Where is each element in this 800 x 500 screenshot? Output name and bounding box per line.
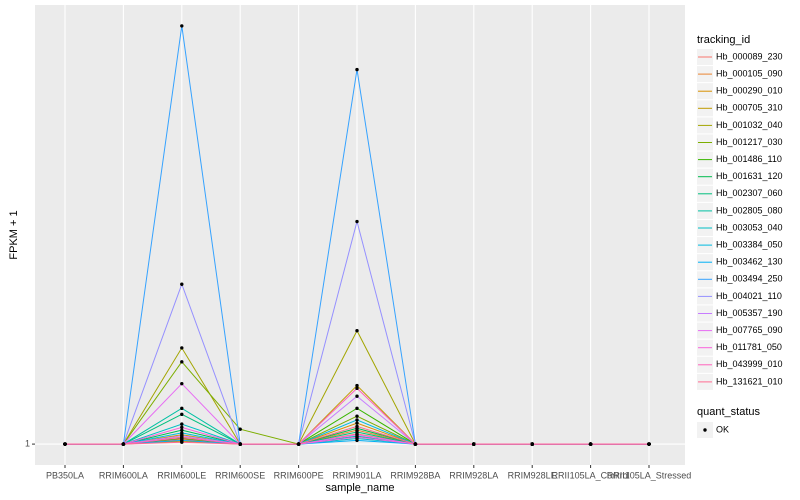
point	[355, 383, 359, 388]
legend-label: Hb_002307_060	[716, 188, 783, 198]
point	[180, 412, 184, 417]
point	[588, 442, 593, 446]
point	[355, 438, 359, 443]
legend-label: Hb_000290_010	[716, 86, 783, 96]
legend-label: Hb_011781_050	[716, 342, 782, 352]
point	[238, 427, 242, 431]
point	[355, 424, 359, 429]
point	[355, 418, 359, 422]
x-tick-label: RRIM600LE	[157, 470, 206, 480]
legend-label: Hb_000089_230	[716, 51, 783, 61]
point	[355, 406, 359, 411]
point	[355, 394, 359, 398]
point	[530, 442, 534, 446]
legend-label: Hb_001486_110	[716, 154, 782, 164]
legend-label: Hb_000705_310	[716, 103, 783, 113]
point	[355, 421, 359, 425]
point	[472, 442, 476, 446]
x-tick-label: RRIM600PE	[274, 470, 324, 480]
point	[413, 442, 418, 446]
point	[355, 219, 359, 224]
x-axis-title: sample_name	[325, 482, 394, 494]
legend-label: Hb_007765_090	[716, 325, 783, 335]
x-tick-label: RRIM600SE	[215, 470, 265, 480]
point	[180, 381, 184, 386]
legend-label: Hb_131621_010	[716, 376, 783, 386]
point	[180, 428, 184, 432]
legend-label: Hb_001217_030	[716, 137, 783, 147]
x-tick-label: RRII105LA_Control	[552, 470, 630, 480]
legend-label: Hb_003053_040	[716, 222, 783, 232]
legend-label: Hb_003494_250	[716, 274, 783, 284]
point	[355, 435, 359, 439]
y-axis-title: FPKM + 1	[8, 210, 20, 259]
y-tick-label: 1	[25, 438, 30, 448]
point	[355, 386, 359, 391]
point	[180, 406, 184, 411]
point	[180, 282, 184, 286]
point	[180, 422, 184, 426]
point	[355, 67, 359, 72]
x-tick-label: RRII105LA_Stressed	[607, 470, 692, 480]
point	[355, 414, 359, 418]
legend-label: Hb_001631_120	[716, 171, 783, 181]
legend-label: Hb_004021_110	[716, 291, 782, 301]
point	[238, 442, 242, 446]
point	[63, 442, 67, 446]
x-tick-label: RRIM928LE	[508, 470, 557, 480]
legend-title: tracking_id	[697, 34, 750, 46]
panel	[35, 5, 685, 465]
point	[355, 329, 359, 333]
x-tick-label: RRIM928LA	[449, 470, 498, 480]
x-tick-label: RRIM600LA	[99, 470, 148, 480]
point	[355, 430, 359, 434]
legend-label: Hb_000105_090	[716, 68, 783, 78]
legend-label: Hb_002805_080	[716, 205, 783, 215]
point	[647, 442, 651, 446]
point	[355, 433, 359, 437]
legend-label: OK	[716, 424, 729, 434]
legend-label: Hb_043999_010	[716, 359, 783, 369]
point	[180, 360, 184, 364]
point	[296, 442, 301, 446]
point	[180, 24, 184, 28]
legend-label: Hb_001032_040	[716, 120, 783, 130]
legend-point	[703, 428, 707, 432]
point	[180, 440, 184, 444]
x-tick-label: RRIM928BA	[390, 470, 440, 480]
point	[121, 442, 126, 446]
point	[180, 435, 184, 440]
point	[180, 431, 184, 435]
legend-title: quant_status	[697, 406, 760, 418]
x-tick-label: PB350LA	[46, 470, 84, 480]
legend-label: Hb_005357_190	[716, 308, 783, 318]
legend-label: Hb_003384_050	[716, 239, 783, 249]
point	[180, 425, 184, 430]
legend-label: Hb_003462_130	[716, 257, 783, 267]
point	[180, 346, 184, 350]
x-tick-label: RRIM901LA	[332, 470, 381, 480]
